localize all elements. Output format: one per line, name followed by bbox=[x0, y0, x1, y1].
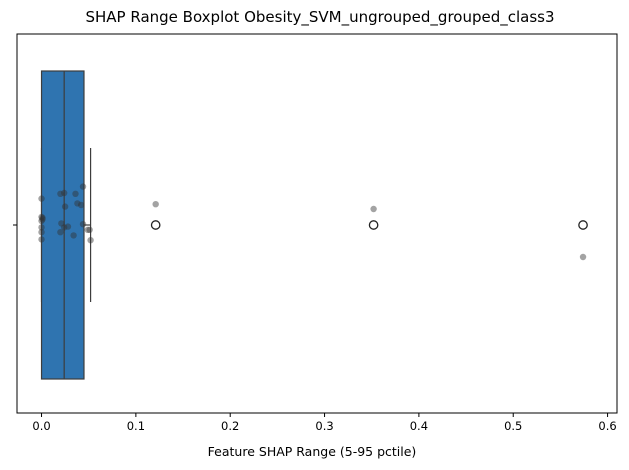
data-point bbox=[87, 237, 94, 244]
data-point bbox=[579, 253, 587, 261]
data-point bbox=[77, 201, 85, 209]
data-point bbox=[39, 214, 46, 221]
data-point bbox=[74, 200, 81, 207]
data-point bbox=[38, 217, 45, 225]
data-point bbox=[64, 223, 72, 230]
data-point bbox=[60, 224, 68, 231]
data-point bbox=[152, 201, 159, 208]
x-tick-label: 0.2 bbox=[221, 419, 239, 433]
data-point bbox=[70, 232, 77, 239]
outlier-point bbox=[150, 220, 161, 230]
data-point bbox=[58, 220, 65, 227]
data-point bbox=[79, 221, 87, 228]
data-point bbox=[38, 224, 45, 231]
box-iqr bbox=[40, 70, 85, 380]
x-axis-label: Feature SHAP Range (5-95 pctile) bbox=[208, 444, 417, 459]
data-point bbox=[60, 189, 68, 197]
x-tick-label: 0.1 bbox=[127, 419, 145, 433]
plot-area bbox=[38, 70, 588, 380]
data-point bbox=[38, 195, 45, 202]
data-point bbox=[79, 183, 87, 190]
data-point bbox=[39, 216, 46, 223]
x-tick-label: 0.0 bbox=[32, 419, 50, 433]
chart-title: SHAP Range Boxplot Obesity_SVM_ungrouped… bbox=[85, 8, 554, 27]
data-point bbox=[72, 190, 79, 197]
outlier-point bbox=[368, 220, 379, 230]
x-tick-label: 0.5 bbox=[504, 419, 522, 433]
axes-frame bbox=[16, 33, 618, 414]
data-point bbox=[38, 213, 45, 221]
data-point bbox=[38, 229, 45, 236]
x-tick-label: 0.6 bbox=[598, 419, 616, 433]
x-tick-label: 0.3 bbox=[315, 419, 333, 433]
data-point bbox=[86, 226, 93, 233]
outlier-point bbox=[578, 220, 588, 230]
data-point bbox=[370, 205, 377, 213]
data-point bbox=[38, 236, 45, 243]
x-tick-label: 0.4 bbox=[410, 419, 428, 433]
data-point bbox=[57, 229, 64, 236]
data-point bbox=[84, 226, 91, 233]
x-axis: 0.0 0.1 0.2 0.3 0.4 0.5 0.6 bbox=[32, 413, 617, 433]
data-point bbox=[57, 190, 64, 197]
data-point bbox=[61, 203, 69, 210]
